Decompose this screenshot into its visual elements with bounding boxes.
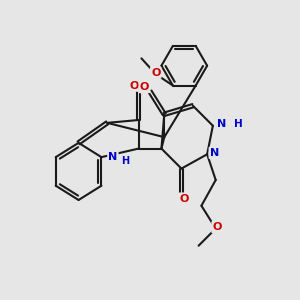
Text: O: O — [151, 68, 160, 78]
Text: N: N — [210, 148, 219, 158]
Text: H: H — [122, 156, 130, 166]
Text: N: N — [108, 152, 118, 162]
Text: O: O — [180, 194, 189, 204]
Text: O: O — [140, 82, 149, 92]
Text: O: O — [212, 222, 222, 232]
Text: H: H — [234, 119, 243, 129]
Text: N: N — [217, 119, 226, 129]
Text: O: O — [130, 81, 139, 91]
